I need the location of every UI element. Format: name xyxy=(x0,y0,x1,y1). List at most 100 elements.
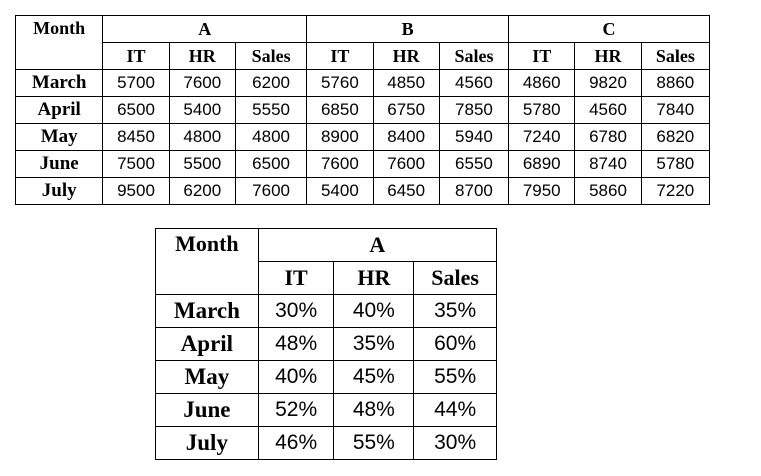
subheader-c-hr: HR xyxy=(574,42,642,70)
header-row-groups: Month A B C xyxy=(14,15,710,70)
row-month: June xyxy=(14,150,104,178)
table-cell: 30% xyxy=(257,294,335,328)
table-cell: 6850 xyxy=(306,96,374,124)
table-cell: 5500 xyxy=(168,150,236,178)
table-row: March 5700 7600 6200 5760 4850 4560 4860… xyxy=(14,69,711,97)
group-header-c: C xyxy=(508,15,710,43)
table-cell: 7240 xyxy=(508,123,576,151)
table-row: May 40% 45% 55% xyxy=(155,360,497,394)
table-cell: 8860 xyxy=(640,69,711,97)
header-row-departments: IT HR Sales IT HR Sales IT HR Sales xyxy=(16,42,711,70)
table-row: May 8450 4800 4800 8900 8400 5940 7240 6… xyxy=(14,123,711,151)
table-cell: 7220 xyxy=(640,177,711,205)
table-cell: 44% xyxy=(413,393,497,427)
table-cell: 7600 xyxy=(372,150,440,178)
table-row: June 52% 48% 44% xyxy=(155,393,497,427)
table-row: March 30% 40% 35% xyxy=(155,294,497,328)
table-cell: 55% xyxy=(333,426,415,460)
table-row: April 6500 5400 5550 6850 6750 7850 5780… xyxy=(14,96,711,124)
table-cell: 52% xyxy=(257,393,335,427)
table-cell: 7840 xyxy=(640,96,711,124)
table-cell: 40% xyxy=(333,294,415,328)
subheader-a-it: IT xyxy=(102,42,170,70)
row-month: July xyxy=(155,426,259,460)
subheader-a-sales: Sales xyxy=(234,42,308,70)
table-cell: 6200 xyxy=(168,177,236,205)
table-cell: 7950 xyxy=(508,177,576,205)
percentage-table: Month A IT HR Sales March 30% 40% 35% Ap… xyxy=(155,228,498,460)
subheader-b-hr: HR xyxy=(372,42,440,70)
table-cell: 30% xyxy=(413,426,497,460)
table-cell: 6750 xyxy=(372,96,440,124)
table-cell: 7500 xyxy=(102,150,170,178)
table-cell: 8450 xyxy=(102,123,170,151)
table-cell: 6500 xyxy=(234,150,308,178)
table-cell: 4800 xyxy=(234,123,308,151)
table-cell: 7600 xyxy=(234,177,308,205)
table-cell: 5550 xyxy=(234,96,308,124)
table-cell: 45% xyxy=(333,360,415,394)
table-cell: 48% xyxy=(333,393,415,427)
table-cell: 4560 xyxy=(438,69,510,97)
table-cell: 60% xyxy=(413,327,497,361)
table-row: June 7500 5500 6500 7600 7600 6550 6890 … xyxy=(14,150,711,178)
table-cell: 6450 xyxy=(372,177,440,205)
table-cell: 5400 xyxy=(168,96,236,124)
table-cell: 5780 xyxy=(508,96,576,124)
table-cell: 7600 xyxy=(306,150,374,178)
table-cell: 9500 xyxy=(102,177,170,205)
row-month: April xyxy=(155,327,259,361)
subheader-c-it: IT xyxy=(508,42,576,70)
table-cell: 4800 xyxy=(168,123,236,151)
row-month: May xyxy=(14,123,104,151)
table-cell: 6500 xyxy=(102,96,170,124)
table-row: July 9500 6200 7600 5400 6450 8700 7950 … xyxy=(14,177,711,205)
subheader-a-hr: HR xyxy=(168,42,236,70)
subheader-it: IT xyxy=(257,261,335,295)
table-cell: 4850 xyxy=(372,69,440,97)
table-cell: 4860 xyxy=(508,69,576,97)
row-month: March xyxy=(14,69,104,97)
subheader-c-sales: Sales xyxy=(640,42,711,70)
table-cell: 5760 xyxy=(306,69,374,97)
row-month: March xyxy=(155,294,259,328)
table-cell: 6890 xyxy=(508,150,576,178)
month-header: Month xyxy=(155,228,259,295)
table-cell: 4560 xyxy=(574,96,642,124)
table-cell: 5780 xyxy=(640,150,711,178)
table-cell: 5940 xyxy=(438,123,510,151)
month-header: Month xyxy=(14,15,104,70)
table-cell: 8740 xyxy=(574,150,642,178)
subheader-hr: HR xyxy=(333,261,415,295)
header-row-groups: Month A xyxy=(155,228,498,295)
table-cell: 7850 xyxy=(438,96,510,124)
row-month: May xyxy=(155,360,259,394)
table-cell: 8700 xyxy=(438,177,510,205)
table-cell: 8400 xyxy=(372,123,440,151)
table-row: April 48% 35% 60% xyxy=(155,327,497,361)
table-cell: 6780 xyxy=(574,123,642,151)
group-header-a: A xyxy=(102,15,308,43)
table-cell: 5400 xyxy=(306,177,374,205)
table-cell: 48% xyxy=(257,327,335,361)
table-cell: 5700 xyxy=(102,69,170,97)
row-month: April xyxy=(14,96,104,124)
table-cell: 7600 xyxy=(168,69,236,97)
table-cell: 6550 xyxy=(438,150,510,178)
table-cell: 35% xyxy=(333,327,415,361)
group-header-a: A xyxy=(257,228,498,262)
table-cell: 35% xyxy=(413,294,497,328)
table-cell: 5860 xyxy=(574,177,642,205)
table-cell: 9820 xyxy=(574,69,642,97)
employee-count-table: Month A B C IT HR Sales IT HR Sales IT H… xyxy=(14,15,711,205)
row-month: July xyxy=(14,177,104,205)
subheader-sales: Sales xyxy=(413,261,497,295)
header-row-departments: IT HR Sales xyxy=(156,261,497,295)
table-cell: 6200 xyxy=(234,69,308,97)
row-month: June xyxy=(155,393,259,427)
subheader-b-sales: Sales xyxy=(438,42,510,70)
table-cell: 8900 xyxy=(306,123,374,151)
group-header-b: B xyxy=(306,15,510,43)
table-cell: 55% xyxy=(413,360,497,394)
table-row: July 46% 55% 30% xyxy=(155,426,497,460)
